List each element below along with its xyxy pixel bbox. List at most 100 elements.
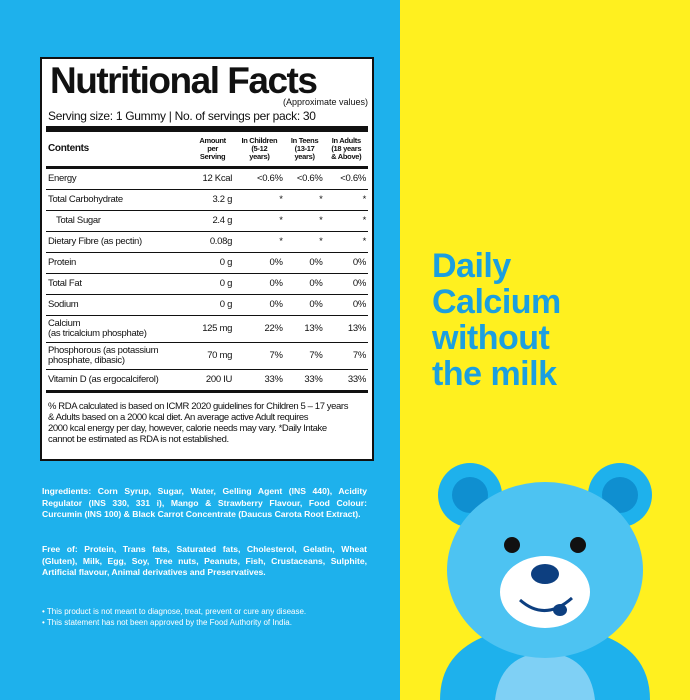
cell-line: Total Carbohydrate [48, 194, 123, 205]
cell-line: Sodium [48, 299, 79, 310]
table-row: Vitamin D (as ergocalciferol) 200 IU 33% 33… [46, 369, 368, 391]
footnote: % RDA calculated is based on ICMR 2020 g… [46, 391, 368, 445]
row-value: 0 g [191, 294, 235, 316]
row-value: 125 mg [191, 315, 235, 343]
cell-line: (18 years [331, 144, 362, 153]
row-value: * [324, 210, 368, 232]
cell-line: Total Fat [48, 278, 82, 289]
row-value: 12 Kcal [191, 167, 235, 190]
row-value: 0 g [191, 252, 235, 274]
cell-line: In Adults [331, 136, 361, 145]
header-cell: Contents [46, 132, 192, 169]
row-label: Total Sugar [46, 210, 192, 232]
row-value: 2.4 g [191, 210, 235, 232]
row-value: 3.2 g [191, 189, 235, 211]
row-value: 13% [284, 315, 325, 343]
cell-line: (as tricalcium phosphate) [48, 328, 147, 339]
label-subtitle: (Approximate values) [282, 97, 368, 107]
row-value: <0.6% [284, 167, 325, 190]
row-label: Dietary Fibre (as pectin) [46, 231, 192, 253]
label-title: Nutritional Facts [50, 60, 318, 101]
row-value: 70 mg [191, 342, 235, 370]
ingredients: Ingredients: Corn Syrup, Sugar, Water, G… [42, 486, 367, 519]
row-value: 0% [324, 252, 368, 274]
cell-line: Amount [199, 136, 226, 145]
disclaimers: • This product is not meant to diagnose,… [42, 606, 306, 628]
row-value: <0.6% [234, 167, 285, 190]
row-value: 0% [234, 273, 285, 295]
cell-line: years) [249, 152, 270, 161]
nutrition-label: Nutritional Facts (Approximate values) S… [40, 57, 374, 461]
row-label: Vitamin D (as ergocalciferol) [46, 369, 192, 391]
row-value: * [234, 189, 285, 211]
cell-line: Dietary Fibre (as pectin) [48, 236, 142, 247]
table-row: Total Carbohydrate 3.2 g * * * [46, 189, 368, 211]
tagline-line: Calcium [432, 283, 561, 321]
tagline-line: the milk [432, 355, 557, 393]
row-value: 0% [284, 273, 325, 295]
header-cell: In Adults (18 years & Above) [324, 132, 368, 169]
disclaimer: • This statement has not been approved b… [42, 618, 292, 627]
cell-line: (5-12 [251, 144, 268, 153]
footnote-line: % RDA calculated is based on ICMR 2020 g… [48, 401, 349, 412]
cell-line: Contents [48, 143, 89, 154]
row-value: 22% [234, 315, 285, 343]
row-value: 0% [234, 294, 285, 316]
row-value: 33% [284, 369, 325, 391]
footnote-line: 2000 kcal energy per day, however, calor… [48, 423, 327, 434]
row-value: * [284, 189, 325, 211]
row-value: 0% [324, 273, 368, 295]
cell-line: (13-17 [294, 144, 315, 153]
cell-line: years) [294, 152, 315, 161]
header-cell: Amount per Serving [191, 132, 235, 169]
header-cell: In Children (5-12 years) [234, 132, 285, 169]
free-of: Free of: Protein, Trans fats, Saturated … [42, 544, 367, 577]
row-label: Energy [46, 167, 192, 190]
row-value: 0% [284, 294, 325, 316]
table-row: Protein 0 g 0% 0% 0% [46, 252, 368, 274]
table-row: Phosphorous (as potassium phosphate, diba… [46, 342, 368, 370]
cell-line: In Children [241, 136, 278, 145]
row-value: * [324, 189, 368, 211]
row-value: 7% [284, 342, 325, 370]
row-value: 7% [324, 342, 368, 370]
footnote-line: cannot be estimated as RDA is not establ… [48, 434, 229, 445]
cell-line: In Teens [290, 136, 319, 145]
row-value: 0% [324, 294, 368, 316]
row-label: Total Carbohydrate [46, 189, 192, 211]
header-row: Contents Amount per Serving In Children (5-12… [46, 132, 368, 169]
row-value: * [234, 210, 285, 232]
row-value: 7% [234, 342, 285, 370]
row-value: * [324, 231, 368, 253]
tagline: Daily Calcium without the milk [432, 248, 561, 392]
table-row: Sodium 0 g 0% 0% 0% [46, 294, 368, 316]
row-label: Sodium [46, 294, 192, 316]
disclaimer: • This product is not meant to diagnose,… [42, 607, 307, 616]
cell-line: Vitamin D (as ergocalciferol) [48, 374, 159, 385]
table-row: Energy 12 Kcal <0.6% <0.6% <0.6% [46, 167, 368, 190]
row-value: 200 IU [191, 369, 235, 391]
cell-line: Protein [48, 257, 77, 268]
tagline-line: without [432, 319, 550, 357]
table-row: Total Sugar 2.4 g * * * [46, 210, 368, 232]
cell-line: & Above) [331, 152, 362, 161]
row-value: * [284, 210, 325, 232]
row-value: 33% [324, 369, 368, 391]
row-label: Calcium (as tricalcium phosphate) [46, 315, 192, 343]
cell-line: Calcium [48, 318, 81, 329]
row-value: * [234, 231, 285, 253]
row-value: * [284, 231, 325, 253]
cell-line: Energy [48, 173, 77, 184]
tagline-line: Daily [432, 247, 511, 285]
cell-line: per [207, 144, 218, 153]
cell-line: Phosphorous (as potassium [48, 345, 159, 356]
row-value: 0% [284, 252, 325, 274]
bear-illustration [438, 463, 652, 700]
cell-line: Total Sugar [56, 215, 101, 226]
row-value: 0% [234, 252, 285, 274]
table-row: Calcium (as tricalcium phosphate) 125 mg 22… [46, 315, 368, 343]
row-label: Total Fat [46, 273, 192, 295]
footnote-line: & Adults based on a 2000 kcal diet. An a… [48, 412, 309, 423]
